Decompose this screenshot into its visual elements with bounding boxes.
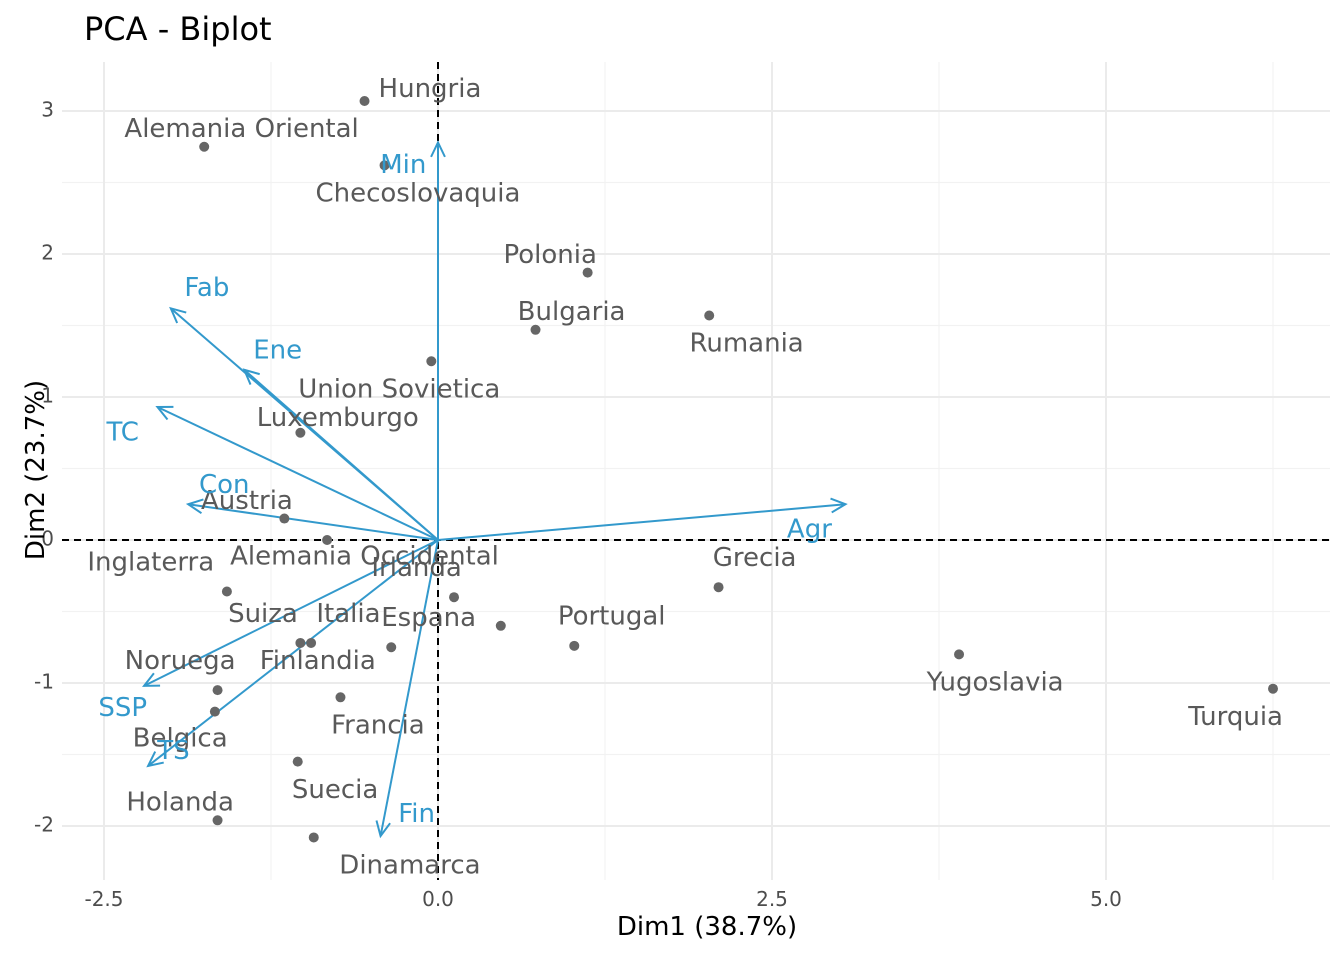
arrowhead-fin (375, 820, 391, 839)
point-portugal (495, 620, 506, 631)
label-portugal: Portugal (558, 602, 666, 632)
variable-arrows (142, 140, 848, 839)
arrowhead-ssp (142, 672, 161, 687)
point-checoslovaquia (379, 160, 390, 171)
label-bulgaria: Bulgaria (518, 297, 626, 327)
y-axis-label: Dim2 (23.7%) (21, 379, 51, 561)
zero-reference-lines (62, 62, 1330, 880)
label-noruega: Noruega (125, 646, 236, 676)
arrowhead-ts (146, 751, 164, 768)
point-noruega (1268, 683, 1278, 694)
variable-label-con: Con (199, 470, 250, 500)
point-holanda (212, 815, 223, 826)
point-suiza (295, 637, 306, 648)
variable-label-fin: Fin (398, 799, 435, 829)
arrowhead-con (185, 498, 204, 514)
variable-label-min: Min (380, 150, 426, 180)
point-suecia (292, 756, 303, 767)
point-finlandia (212, 685, 223, 696)
point-espana (386, 642, 397, 653)
variable-label-ssp: SSP (98, 693, 147, 723)
point-turquia (954, 649, 965, 660)
arrowhead-ene (242, 368, 260, 385)
label-francia: Francia (331, 710, 425, 740)
label-irlanda: Irlanda (371, 553, 461, 583)
label-hungria: Hungria (379, 74, 482, 104)
point-irlanda (449, 592, 460, 603)
label-italia: Italia (316, 599, 380, 629)
x-tick-label: 2.5 (756, 887, 788, 911)
arrow-ene (243, 369, 439, 541)
point-alemania-occidental (322, 535, 333, 545)
label-yugoslavia: Yugoslavia (926, 668, 1064, 698)
grid-lines (62, 62, 1330, 880)
arrowhead-tc (155, 405, 174, 421)
point-italia (306, 637, 317, 648)
arrowhead-min (430, 140, 446, 158)
label-grecia: Grecia (713, 543, 797, 573)
x-tick-label: -2.5 (84, 887, 123, 911)
label-belgica: Belgica (133, 723, 228, 753)
variable-label-ene: Ene (253, 336, 302, 366)
label-holanda: Holanda (126, 788, 234, 818)
observation-labels: Hungria Alemania Oriental Checoslovaquia Po… (87, 74, 1283, 880)
label-turquia: Turquia (1187, 702, 1283, 732)
y-tick-label: 2 (41, 241, 54, 265)
arrow-agr (437, 503, 846, 541)
x-tick-label: 0.0 (422, 887, 454, 911)
point-inglaterra (221, 586, 232, 597)
label-inglaterra: Inglaterra (87, 547, 214, 577)
label-rumania: Rumania (689, 329, 803, 359)
arrow-tc (157, 406, 439, 541)
label-finlandia: Finlandia (260, 646, 376, 676)
label-suecia: Suecia (292, 775, 378, 805)
label-suiza: Suiza (228, 599, 298, 629)
variable-label-agr: Agr (787, 514, 832, 544)
y-tick-label: 0 (41, 527, 54, 551)
y-tick-label: -1 (34, 670, 54, 694)
arrow-fin (379, 539, 439, 837)
tick-labels: -2.5 0.0 2.5 5.0 -2 -1 0 1 2 3 (34, 98, 1122, 912)
point-grecia (713, 582, 724, 593)
y-tick-label: 1 (41, 384, 54, 408)
variable-label-ts: TS (156, 736, 189, 766)
y-tick-label: -2 (34, 813, 54, 837)
point-yugoslavia (569, 640, 580, 651)
point-rumania (704, 310, 715, 321)
label-luxemburgo: Luxemburgo (257, 403, 419, 433)
point-francia (335, 692, 346, 703)
arrow-con (188, 503, 439, 541)
point-austria (279, 513, 290, 524)
label-polonia: Polonia (504, 240, 597, 270)
label-espana: Espana (381, 603, 476, 633)
label-checoslovaquia: Checoslovaquia (315, 178, 520, 208)
point-alemania-oriental (199, 141, 210, 152)
variable-labels: Agr Min Fab Ene TC Con SSP TS Fin (98, 150, 832, 829)
label-austria: Austria (201, 486, 293, 516)
label-dinamarca: Dinamarca (339, 851, 480, 881)
x-axis-label: Dim1 (38.7%) (616, 912, 798, 942)
arrowhead-agr (830, 497, 848, 514)
variable-label-tc: TC (105, 417, 139, 447)
chart-title: PCA - Biplot (84, 10, 272, 48)
point-hungria (359, 95, 370, 106)
point-bulgaria (530, 324, 541, 335)
variable-label-fab: Fab (184, 273, 229, 303)
x-tick-label: 5.0 (1090, 887, 1122, 911)
label-alemania-occidental: Alemania Occidental (230, 542, 499, 572)
observation-points (199, 95, 1278, 843)
arrow-ts (147, 539, 439, 767)
arrowhead-fab (169, 306, 187, 324)
point-belgica (209, 706, 220, 717)
point-polonia (582, 267, 593, 278)
y-tick-label: 3 (41, 98, 54, 122)
point-dinamarca (308, 832, 319, 843)
label-alemania-oriental: Alemania Oriental (124, 114, 358, 144)
label-union-sovietica: Union Sovietica (298, 374, 500, 404)
point-luxemburgo (295, 427, 306, 438)
arrow-ssp (143, 539, 439, 687)
point-union-sovietica (426, 356, 437, 367)
